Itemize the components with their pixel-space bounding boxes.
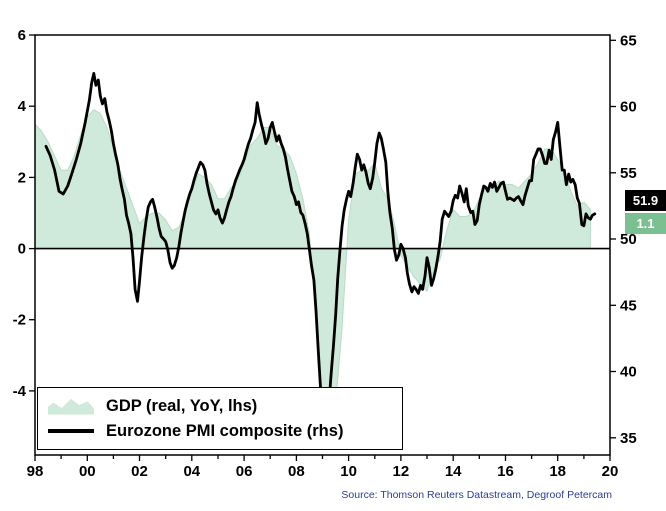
legend-item-pmi: Eurozone PMI composite (rhs)	[48, 422, 392, 441]
x-axis-tick-label: 06	[236, 463, 253, 480]
legend-label-pmi: Eurozone PMI composite (rhs)	[106, 421, 344, 440]
source-attribution: Source: Thomson Reuters Datastream, Degr…	[341, 489, 612, 501]
right-axis-tick-label: 40	[620, 364, 637, 381]
left-axis-tick-label: 6	[18, 27, 26, 44]
x-axis-tick-label: 20	[602, 463, 619, 480]
x-axis-tick-label: 16	[497, 463, 514, 480]
right-axis-tick-label: 50	[620, 231, 637, 248]
x-axis-tick-label: 98	[27, 463, 44, 480]
pmi-end-value-badge: 51.9	[625, 190, 666, 211]
right-axis-tick-label: 65	[620, 32, 637, 49]
legend-item-gdp: GDP (real, YoY, lhs)	[48, 397, 392, 416]
x-axis-tick-label: 10	[340, 463, 357, 480]
x-axis-tick-label: 00	[79, 463, 96, 480]
right-axis-tick-label: 45	[620, 297, 637, 314]
pmi-line-series	[44, 72, 597, 424]
left-axis-tick-label: -4	[13, 383, 27, 400]
x-axis-tick-label: 04	[183, 463, 200, 480]
gdp-end-value-badge: 1.1	[625, 213, 666, 234]
x-axis-tick-label: 02	[131, 463, 148, 480]
right-axis-tick-label: 35	[620, 430, 637, 447]
pmi-line-swatch-icon	[48, 429, 94, 433]
left-axis-tick-label: 4	[18, 98, 27, 115]
gdp-area-swatch-icon	[48, 398, 94, 415]
x-axis-tick-label: 08	[288, 463, 305, 480]
right-axis-tick-label: 55	[620, 165, 637, 182]
chart-legend: GDP (real, YoY, lhs) Eurozone PMI compos…	[37, 387, 403, 450]
x-axis-tick-label: 18	[549, 463, 566, 480]
x-axis-tick-label: 14	[445, 463, 462, 480]
legend-label-gdp: GDP (real, YoY, lhs)	[106, 396, 258, 415]
left-axis-tick-label: 0	[18, 241, 26, 258]
right-axis-tick-label: 60	[620, 99, 637, 116]
left-axis-tick-label: 2	[18, 169, 26, 186]
x-axis-tick-label: 12	[393, 463, 410, 480]
left-axis-tick-label: -2	[13, 312, 26, 329]
